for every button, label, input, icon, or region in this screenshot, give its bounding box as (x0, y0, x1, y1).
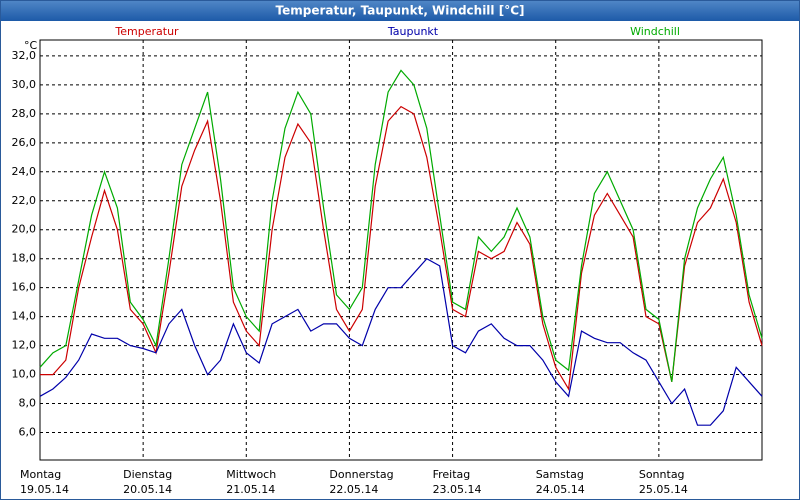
x-tick-label: Donnerstag (329, 468, 393, 481)
series-line (39, 257, 763, 426)
y-tick-label: 26,0 (12, 136, 37, 149)
legend-entry: Windchill (630, 25, 680, 38)
y-tick-label: 24,0 (12, 165, 37, 178)
window-title: Temperatur, Taupunkt, Windchill [°C] (276, 4, 525, 18)
y-tick-label: 32,0 (12, 49, 37, 62)
y-tick-label: 22,0 (12, 194, 37, 207)
plot-area (39, 39, 763, 461)
y-axis-label: °C (24, 39, 38, 52)
x-tick-date: 21.05.14 (226, 483, 275, 496)
y-tick-label: 12,0 (12, 339, 37, 352)
x-tick-label: Samstag (536, 468, 584, 481)
x-tick-date: 22.05.14 (329, 483, 378, 496)
y-tick-label: 30,0 (12, 78, 37, 91)
legend-entry: Taupunkt (387, 25, 439, 38)
y-tick-label: 10,0 (12, 368, 37, 381)
x-tick-label: Mittwoch (226, 468, 276, 481)
x-tick-label: Dienstag (123, 468, 172, 481)
y-tick-label: 14,0 (12, 310, 37, 323)
title-bar (1, 1, 799, 21)
series-line (40, 105, 763, 391)
y-tick-label: 20,0 (12, 223, 37, 236)
y-tick-label: 28,0 (12, 107, 37, 120)
y-tick-label: 16,0 (12, 281, 37, 294)
series-line (39, 69, 763, 382)
x-tick-date: 19.05.14 (20, 483, 69, 496)
x-tick-label: Sonntag (639, 468, 685, 481)
y-tick-label: 18,0 (12, 252, 37, 265)
x-tick-date: 24.05.14 (536, 483, 585, 496)
legend-entry: Temperatur (114, 25, 179, 38)
x-tick-label: Montag (20, 468, 61, 481)
x-tick-date: 25.05.14 (639, 483, 688, 496)
x-tick-label: Freitag (433, 468, 471, 481)
y-tick-label: 8,0 (19, 397, 37, 410)
x-tick-date: 23.05.14 (433, 483, 482, 496)
x-tick-date: 20.05.14 (123, 483, 172, 496)
y-tick-label: 6,0 (19, 425, 37, 438)
